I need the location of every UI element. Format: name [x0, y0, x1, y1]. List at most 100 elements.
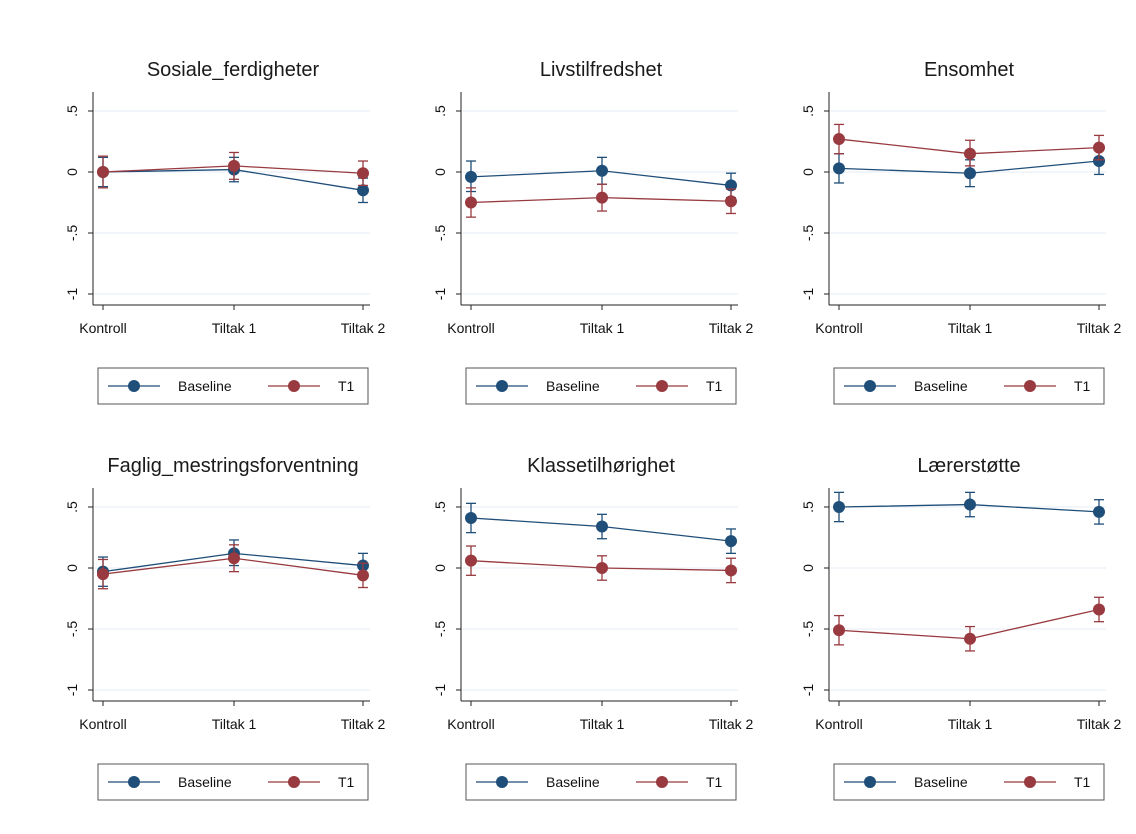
y-tick-label: -1 [432, 684, 448, 697]
y-tick-label: -.5 [64, 225, 80, 242]
data-point [725, 564, 737, 577]
data-point [465, 196, 477, 209]
legend-marker [128, 776, 140, 788]
legend-marker [1024, 776, 1036, 788]
data-point [97, 166, 109, 178]
y-tick-label: -1 [800, 684, 816, 697]
data-point [1093, 141, 1105, 154]
data-point [1093, 505, 1105, 518]
data-point [964, 632, 976, 645]
y-tick-label: 0 [64, 564, 80, 572]
legend-label: Baseline [914, 378, 968, 394]
y-tick-label: 0 [800, 564, 816, 572]
y-tick-label: .5 [64, 501, 80, 513]
data-point [833, 624, 845, 637]
legend-label: T1 [706, 378, 723, 394]
x-tick-label: Kontroll [447, 320, 494, 336]
data-point [465, 511, 477, 524]
chart-panel-6: Lærerstøtte .5 0 -.5 -1 Kontroll Tiltak 1 Tilta… [800, 455, 1122, 801]
data-point [596, 164, 608, 177]
x-tick-label: Kontroll [447, 716, 494, 732]
y-tick-label: -1 [64, 684, 80, 697]
data-point [964, 498, 976, 511]
y-tick-label: .5 [64, 105, 80, 117]
data-point [833, 133, 845, 146]
data-point [465, 554, 477, 567]
data-point [833, 501, 845, 513]
y-tick-label: -.5 [432, 621, 448, 638]
x-tick-label: Tiltak 2 [341, 320, 386, 336]
legend-label: Baseline [546, 774, 600, 790]
data-point [725, 179, 737, 192]
legend-marker [128, 380, 140, 392]
legend-marker [864, 380, 876, 392]
y-tick-label: 0 [432, 564, 448, 572]
legend-label: T1 [338, 774, 355, 790]
x-tick-label: Tiltak 1 [948, 716, 993, 732]
legend-label: Baseline [914, 774, 968, 790]
y-tick-label: 0 [800, 168, 816, 176]
legend-marker [496, 776, 508, 788]
chart-panel-4: Faglig_mestringsforventning .5 0 -.5 -1 Kontr… [64, 455, 386, 801]
y-tick-label: -1 [800, 288, 816, 301]
legend-marker [288, 776, 300, 788]
data-point [596, 191, 608, 204]
x-tick-label: Tiltak 1 [948, 320, 993, 336]
data-point [228, 159, 240, 172]
data-point [1093, 155, 1105, 168]
legend-marker [656, 380, 668, 392]
y-tick-label: .5 [432, 501, 448, 513]
data-point [357, 569, 369, 582]
x-tick-label: Tiltak 1 [212, 716, 257, 732]
x-tick-label: Kontroll [79, 320, 126, 336]
y-tick-label: .5 [432, 105, 448, 117]
legend-label: T1 [1074, 378, 1091, 394]
legend-marker [864, 776, 876, 788]
legend-marker [1024, 380, 1036, 392]
legend-label: T1 [338, 378, 355, 394]
legend-label: Baseline [178, 378, 232, 394]
x-tick-label: Tiltak 1 [212, 320, 257, 336]
y-tick-label: .5 [800, 105, 816, 117]
legend-label: T1 [1074, 774, 1091, 790]
legend-marker [496, 380, 508, 392]
data-point [964, 167, 976, 180]
data-point [228, 552, 240, 565]
legend-marker [656, 776, 668, 788]
chart-title: Livstilfredshet [540, 59, 663, 81]
x-tick-label: Tiltak 2 [1077, 716, 1122, 732]
x-tick-label: Kontroll [79, 716, 126, 732]
data-point [725, 535, 737, 548]
x-tick-label: Tiltak 2 [341, 716, 386, 732]
y-tick-label: -.5 [800, 225, 816, 242]
chart-panel-2: Livstilfredshet .5 0 -.5 -1 Kontroll Tiltak 1 T… [432, 59, 754, 405]
chart-title: Klassetilhørighet [527, 455, 675, 477]
legend-label: Baseline [546, 378, 600, 394]
legend-marker [288, 380, 300, 392]
data-point [357, 184, 369, 197]
x-tick-label: Tiltak 2 [709, 320, 754, 336]
data-point [833, 162, 845, 175]
chart-title: Sosiale_ferdigheter [147, 59, 320, 81]
y-tick-label: -1 [64, 288, 80, 301]
y-tick-label: -1 [432, 288, 448, 301]
data-point [97, 568, 109, 581]
x-tick-label: Tiltak 1 [580, 320, 625, 336]
y-tick-label: -.5 [64, 621, 80, 638]
legend-label: Baseline [178, 774, 232, 790]
data-point [465, 170, 477, 183]
data-point [357, 167, 369, 180]
data-point [1093, 603, 1105, 616]
chart-title: Lærerstøtte [917, 455, 1020, 477]
chart-title: Ensomhet [924, 59, 1014, 81]
x-tick-label: Tiltak 2 [1077, 320, 1122, 336]
y-tick-label: .5 [800, 501, 816, 513]
chart-panel-3: Ensomhet .5 0 -.5 -1 Kontroll Tiltak 1 Tiltak 2… [800, 59, 1122, 405]
y-tick-label: -.5 [432, 225, 448, 242]
data-point [964, 147, 976, 160]
x-tick-label: Kontroll [815, 716, 862, 732]
legend-label: T1 [706, 774, 723, 790]
chart-title: Faglig_mestringsforventning [107, 455, 358, 477]
x-tick-label: Tiltak 2 [709, 716, 754, 732]
